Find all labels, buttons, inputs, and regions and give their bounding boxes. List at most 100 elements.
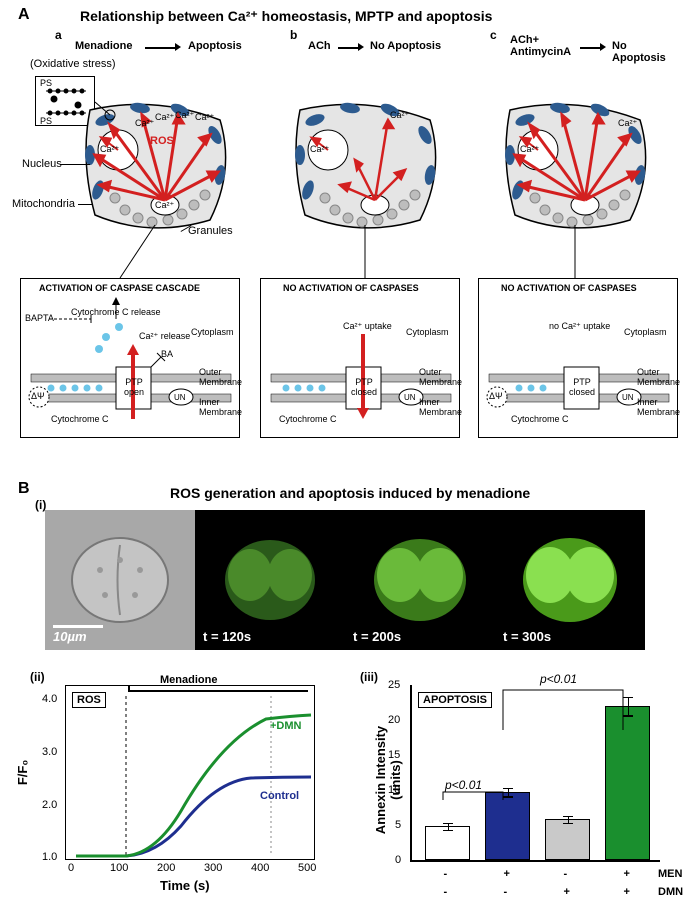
ros-y2: 2.0 — [42, 799, 57, 811]
panel-a-label: A — [18, 6, 30, 24]
bar-ylabel: Annexin Intensity (units) — [373, 710, 403, 850]
by0: 0 — [395, 854, 401, 866]
mech-b-outer: Outer Membrane — [419, 367, 459, 387]
ros-y1: 1.0 — [42, 851, 57, 863]
men-1: + — [504, 868, 510, 880]
mech-b-ptp: PTP closed — [349, 377, 379, 397]
mech-a-un: UN — [174, 393, 186, 402]
ca-a1: Ca²⁺ — [135, 118, 154, 129]
outcome-c: No Apoptosis — [612, 40, 682, 64]
panel-b-label: B — [18, 480, 30, 498]
t1-label: t = 120s — [203, 629, 251, 644]
ca-a4: Ca²⁺ — [195, 112, 214, 123]
mech-a-dpsi: ΔΨ — [31, 391, 45, 401]
outcome-a: Apoptosis — [188, 40, 242, 52]
mech-a-title: ACTIVATION OF CASPASE CASCADE — [39, 283, 200, 293]
ros-x2: 200 — [157, 862, 175, 874]
mech-c-un: UN — [622, 393, 634, 402]
mech-c-outer: Outer Membrane — [637, 367, 677, 387]
ca-a3: Ca²⁺ — [175, 110, 194, 121]
bar-0 — [425, 826, 470, 860]
p1: p<0.01 — [445, 778, 482, 792]
dmn-label: +DMN — [270, 720, 301, 732]
men-3: + — [624, 868, 630, 880]
bar-x-axis — [410, 860, 660, 862]
ca-a2: Ca²⁺ — [155, 112, 174, 123]
mech-b-inner: Inner Membrane — [419, 397, 459, 417]
mech-c-ptp: PTP closed — [567, 377, 597, 397]
ca-b2: Ca²⁺ — [310, 144, 329, 155]
ros-inset: ROS — [72, 692, 106, 708]
mech-a-outer: Outer Membrane — [199, 367, 239, 387]
mech-c-cyto: Cytoplasm — [624, 327, 667, 337]
by25: 25 — [388, 679, 400, 691]
mech-a-cytc-rel: Cytochrome C release — [71, 307, 161, 317]
ps1: PS — [40, 78, 52, 88]
dmn-row-label: DMN — [658, 886, 683, 898]
sub-b: b — [290, 28, 297, 42]
mech-a: ACTIVATION OF CASPASE CASCADE Cytochrome… — [20, 278, 240, 438]
bar-3 — [605, 706, 650, 860]
mech-b-cytc: Cytochrome C — [279, 414, 337, 424]
b-iii: (iii) — [360, 670, 378, 684]
b-ii: (ii) — [30, 670, 45, 684]
men-bar — [128, 690, 308, 692]
arrow-c-head — [600, 43, 606, 51]
mech-a-ba: BA — [161, 349, 173, 359]
p2: p<0.01 — [540, 672, 577, 686]
stim-b: ACh — [308, 40, 331, 52]
arrow-a-head — [175, 43, 181, 51]
nucleus-label: Nucleus — [22, 158, 62, 170]
men-bar-l — [128, 686, 130, 692]
mech-a-inner: Inner Membrane — [199, 397, 239, 417]
scalebar-text: 10µm — [53, 629, 87, 644]
ca-nuc: Ca²⁺ — [100, 144, 119, 155]
ros-x1: 100 — [110, 862, 128, 874]
cell-b — [280, 90, 450, 240]
ros-chart — [65, 685, 315, 860]
ros-x3: 300 — [204, 862, 222, 874]
mech-b-title: NO ACTIVATION OF CASPASES — [283, 283, 419, 293]
ros-xlabel: Time (s) — [160, 878, 210, 893]
ros-x5: 500 — [298, 862, 316, 874]
ps2: PS — [40, 116, 52, 126]
men-bar-label: Menadione — [160, 674, 217, 686]
ros-x0: 0 — [68, 862, 74, 874]
panel-b-title: ROS generation and apoptosis induced by … — [170, 485, 530, 501]
outcome-b: No Apoptosis — [370, 40, 441, 52]
arrow-c — [580, 47, 600, 49]
mech-c-cytc: Cytochrome C — [511, 414, 569, 424]
mito-label: Mitochondria — [12, 198, 75, 210]
arrow-b-head — [358, 43, 364, 51]
mito-ptr — [78, 204, 93, 205]
control-label: Control — [260, 790, 299, 802]
gran-label: Granules — [188, 225, 233, 237]
micro-row: 10µm t = 120s t = 200s t = 300s — [45, 510, 645, 650]
mech-a-ca-rel: Ca²⁺ release — [139, 331, 190, 342]
ros-y3: 3.0 — [42, 746, 57, 758]
men-0: - — [444, 868, 448, 880]
micro-t3: t = 300s — [495, 510, 645, 650]
ros-ylabel: F/F₀ — [15, 760, 30, 785]
panel-a-title: Relationship between Ca²⁺ homeostasis, M… — [80, 8, 492, 25]
arrow-b — [338, 47, 358, 49]
t3-label: t = 300s — [503, 629, 551, 644]
scalebar — [53, 625, 103, 628]
mech-a-cyto: Cytoplasm — [191, 327, 234, 337]
dmn-0: - — [444, 886, 448, 898]
ros-y4: 4.0 — [42, 693, 57, 705]
mech-c-inner: Inner Membrane — [637, 397, 677, 417]
mech-c-ca: no Ca²⁺ uptake — [549, 321, 610, 332]
apop-inset: APOPTOSIS — [418, 692, 492, 708]
cell-c — [490, 90, 660, 240]
dmn-3: + — [624, 886, 630, 898]
nuc-ptr — [60, 164, 90, 165]
mech-c-title: NO ACTIVATION OF CASPASES — [501, 283, 637, 293]
stim-c: ACh+ AntimycinA — [510, 34, 590, 58]
arrow-a — [145, 47, 175, 49]
mech-b: NO ACTIVATION OF CASPASES Ca²⁺ uptake Cy… — [260, 278, 460, 438]
micro-t1: t = 120s — [195, 510, 345, 650]
ca-b1: Ca²⁺ — [390, 110, 409, 121]
men-row-label: MEN — [658, 868, 682, 880]
ros-x4: 400 — [251, 862, 269, 874]
